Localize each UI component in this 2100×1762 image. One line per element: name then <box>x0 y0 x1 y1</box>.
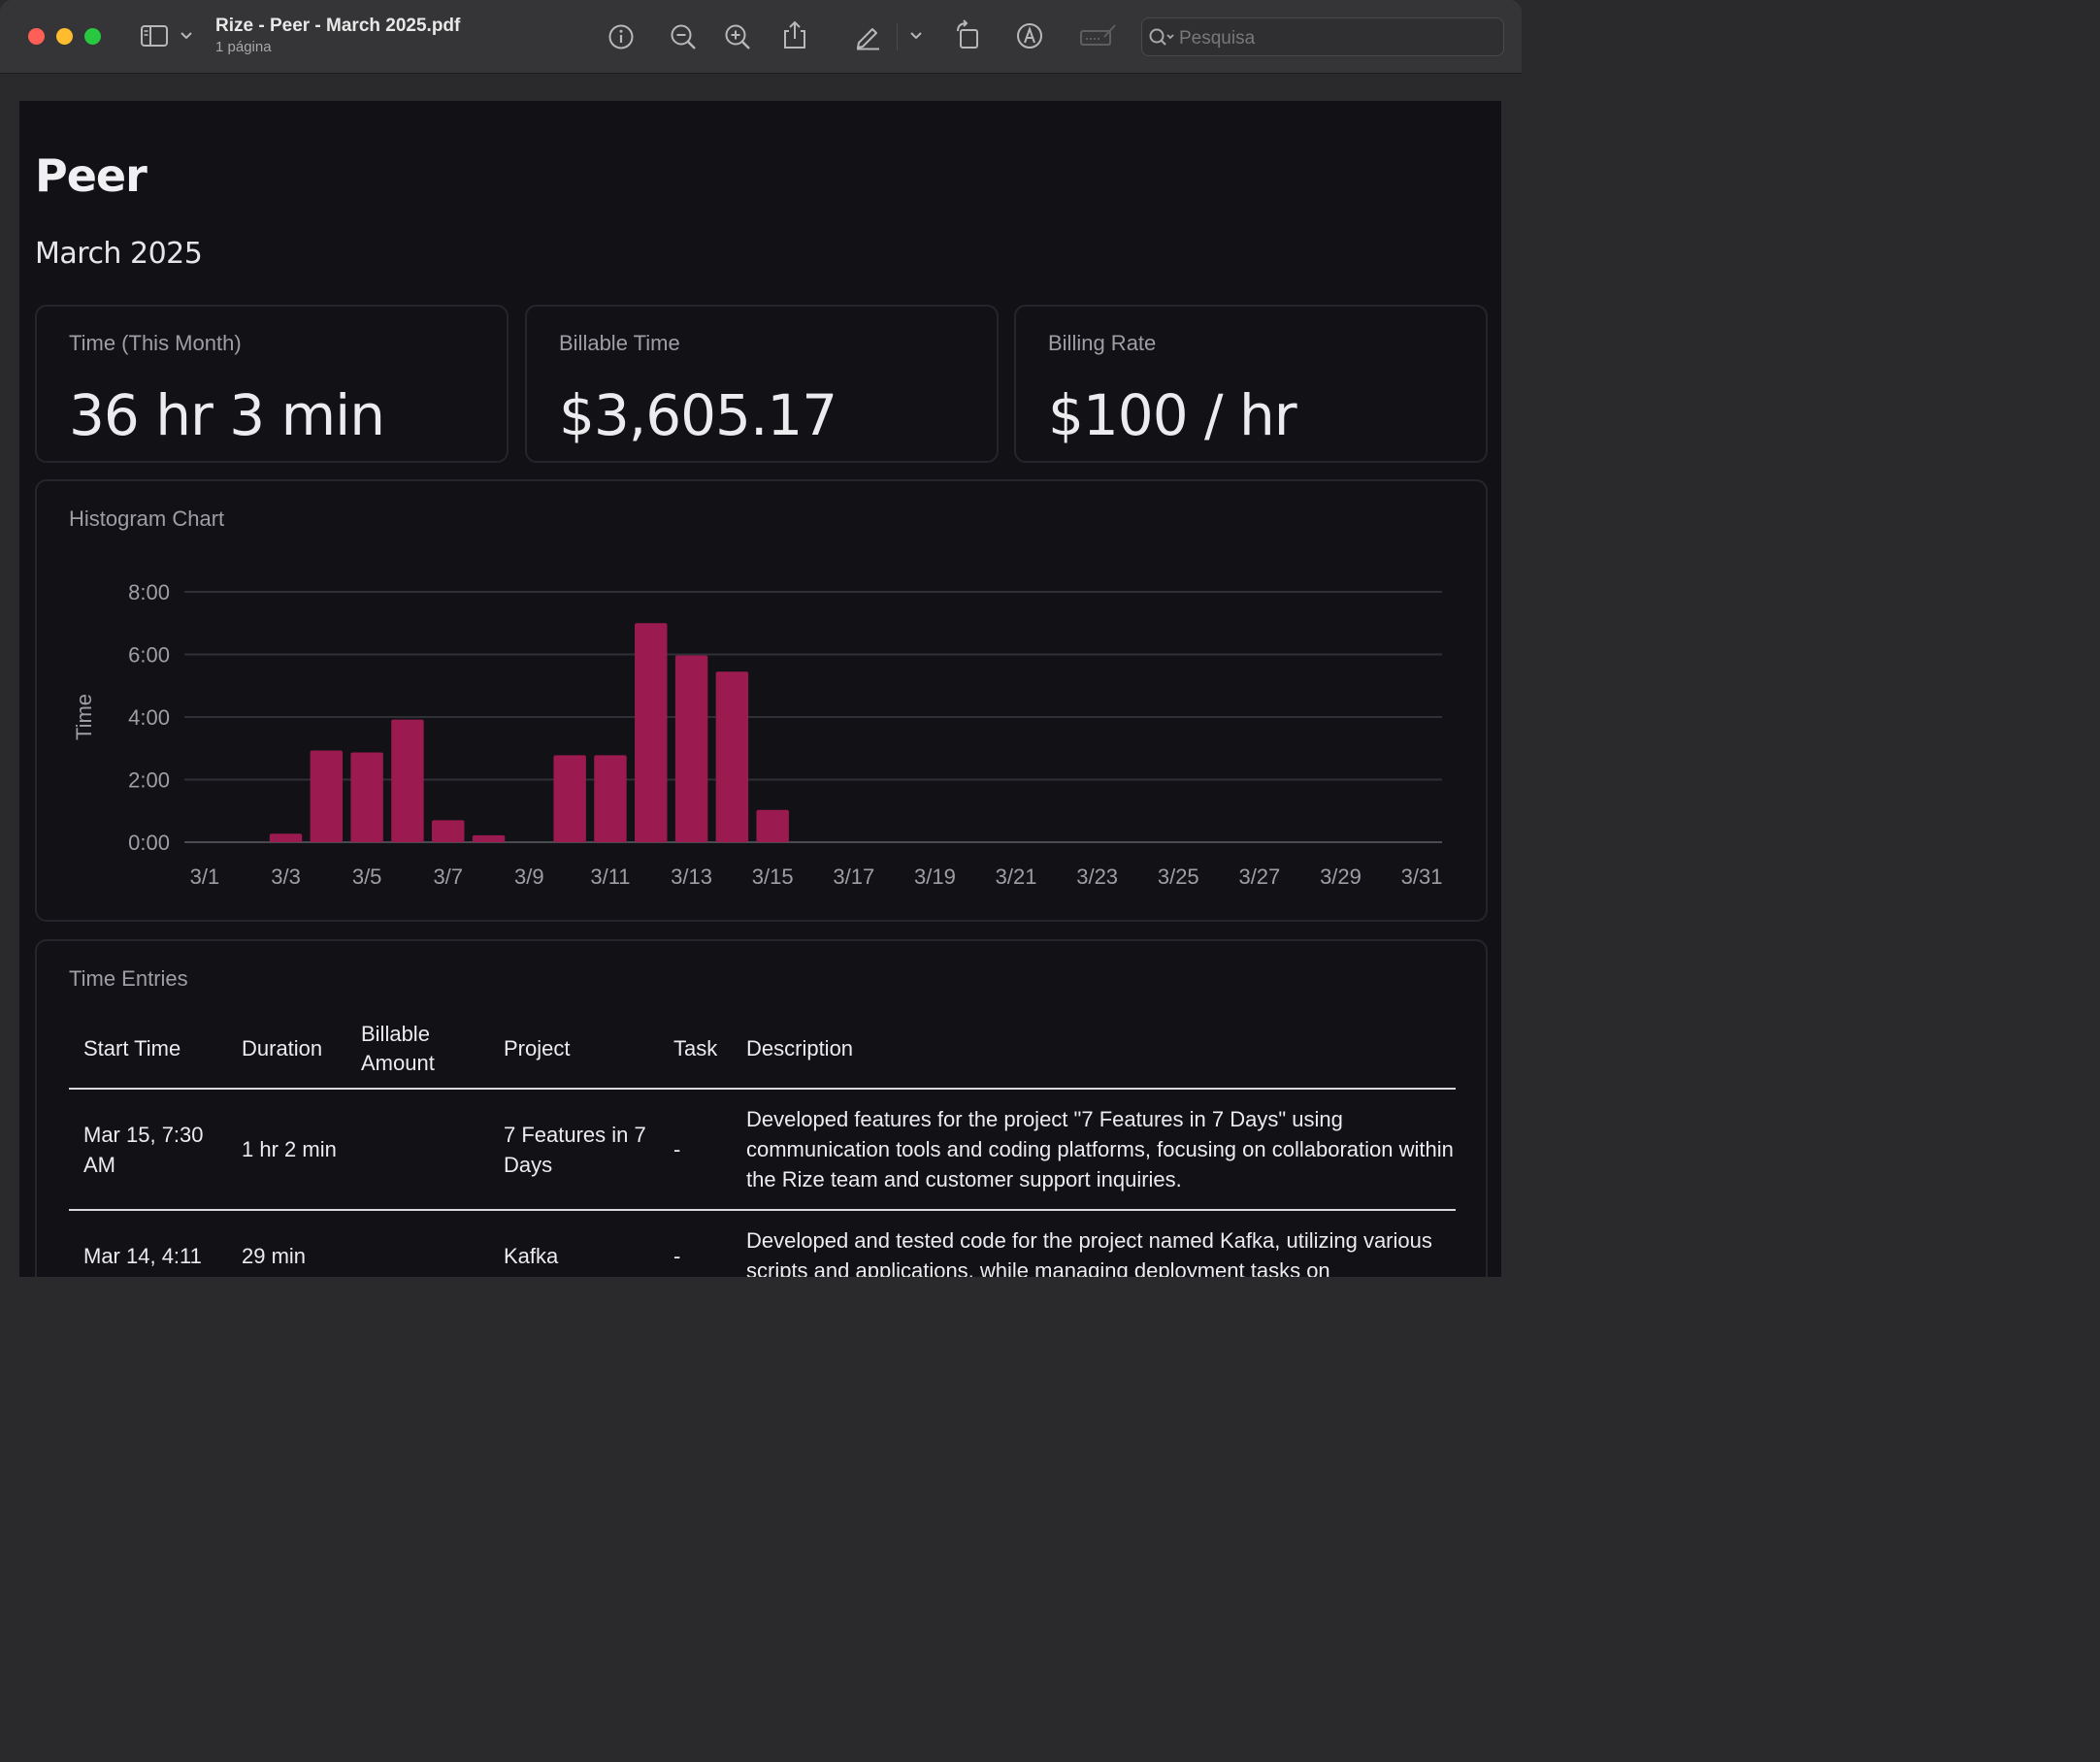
zoom-window-button[interactable] <box>84 28 101 45</box>
x-tick-label: 3/7 <box>433 865 463 889</box>
x-tick-label: 3/23 <box>1076 865 1118 889</box>
x-tick-label: 3/3 <box>271 865 301 889</box>
column-header: Start Time <box>69 1009 227 1090</box>
y-axis-label: Time <box>72 694 96 740</box>
histogram-bar <box>350 752 383 842</box>
y-tick-label: 0:00 <box>128 831 170 855</box>
pdf-page: Peer March 2025 Time (This Month) 36 hr … <box>19 101 1501 1277</box>
histogram-bar <box>594 755 627 842</box>
histogram-card: Histogram Chart 0:00 2:00 4:00 6:00 8:00 Time… <box>35 479 1488 922</box>
y-tick-label: 4:00 <box>128 705 170 730</box>
window-titlebar: Rize - Peer - March 2025.pdf 1 página Pe… <box>0 0 1522 74</box>
x-tick-label: 3/27 <box>1238 865 1280 889</box>
time-entries-card: Time Entries Start Time Duration Billabl… <box>35 939 1488 1277</box>
search-icon <box>1148 27 1177 53</box>
kpi-label: Billable Time <box>559 331 680 355</box>
x-tick-label: 3/17 <box>833 865 874 889</box>
x-tick-label: 3/13 <box>671 865 712 889</box>
cell-start-time: Mar 15, 7:30 AM <box>69 1089 227 1211</box>
x-tick-label: 3/19 <box>914 865 956 889</box>
histogram-bar <box>432 820 465 842</box>
histogram-bar <box>391 719 424 842</box>
time-entries-table: Start Time Duration Billable Amount Proj… <box>69 1009 1456 1277</box>
kpi-label: Time (This Month) <box>69 331 242 355</box>
page-count: 1 página <box>215 39 272 55</box>
rotate-icon[interactable] <box>954 19 983 50</box>
chevron-down-icon[interactable] <box>908 29 924 43</box>
document-title: Rize - Peer - March 2025.pdf <box>215 16 461 36</box>
y-tick-label: 6:00 <box>128 643 170 668</box>
x-tick-label: 3/11 <box>590 865 630 889</box>
chart-title: Histogram Chart <box>69 506 225 531</box>
column-header: Description <box>732 1009 1456 1090</box>
share-icon[interactable] <box>781 19 808 50</box>
kpi-card-time: Time (This Month) 36 hr 3 min <box>35 305 509 463</box>
y-tick-label: 2:00 <box>128 768 170 793</box>
cell-project: Kafka <box>489 1210 659 1277</box>
info-icon[interactable] <box>607 22 636 51</box>
x-tick-label: 3/9 <box>514 865 544 889</box>
cell-description: Developed and tested code for the projec… <box>732 1210 1456 1277</box>
x-tick-label: 3/25 <box>1158 865 1199 889</box>
highlight-pen-icon[interactable] <box>853 21 882 50</box>
kpi-value: $100 / hr <box>1048 382 1297 448</box>
search-placeholder: Pesquisa <box>1179 28 1256 49</box>
table-row: Mar 15, 7:30 AM 1 hr 2 min 7 Features in… <box>69 1089 1456 1211</box>
kpi-value: 36 hr 3 min <box>69 382 385 448</box>
sidebar-icon[interactable] <box>140 23 169 49</box>
column-header: Task <box>659 1009 732 1090</box>
chevron-down-icon[interactable] <box>179 29 194 43</box>
search-field[interactable]: Pesquisa <box>1141 17 1504 56</box>
histogram-bar <box>715 671 749 842</box>
x-tick-label: 3/31 <box>1401 865 1443 889</box>
x-tick-label: 3/15 <box>752 865 794 889</box>
table-header-row: Start Time Duration Billable Amount Proj… <box>69 1009 1456 1090</box>
cell-billable-amount <box>346 1210 489 1277</box>
kpi-value: $3,605.17 <box>559 382 837 448</box>
histogram-bar <box>553 755 586 842</box>
report-title: Peer <box>35 149 148 202</box>
cell-task: - <box>659 1089 732 1211</box>
histogram-bar <box>472 834 506 842</box>
column-header: Project <box>489 1009 659 1090</box>
histogram-bar <box>674 655 708 842</box>
histogram-chart: 0:00 2:00 4:00 6:00 8:00 Time 3/1 3/3 3/5 3/7 3/9 3… <box>72 580 1443 889</box>
signature-icon <box>1078 21 1117 50</box>
kpi-card-billable: Billable Time $3,605.17 <box>525 305 999 463</box>
report-period: March 2025 <box>35 237 203 271</box>
x-tick-label: 3/1 <box>190 865 220 889</box>
cell-duration: 1 hr 2 min <box>227 1089 346 1211</box>
cell-task: - <box>659 1210 732 1277</box>
histogram-bar <box>310 750 344 842</box>
zoom-in-icon[interactable] <box>723 22 752 51</box>
x-tick-label: 3/21 <box>996 865 1037 889</box>
cell-duration: 29 min <box>227 1210 346 1277</box>
entries-title: Time Entries <box>69 966 188 991</box>
column-header: Duration <box>227 1009 346 1090</box>
column-header: Billable Amount <box>346 1009 489 1090</box>
markup-icon[interactable] <box>1015 21 1044 50</box>
histogram-bar <box>756 809 789 842</box>
x-tick-label: 3/5 <box>352 865 382 889</box>
histogram-bar <box>635 623 668 842</box>
histogram-bar <box>269 833 303 842</box>
cell-description: Developed features for the project "7 Fe… <box>732 1089 1456 1211</box>
close-window-button[interactable] <box>28 28 45 45</box>
cell-billable-amount <box>346 1089 489 1211</box>
toolbar-divider <box>897 23 898 50</box>
minimize-window-button[interactable] <box>56 28 73 45</box>
y-tick-label: 8:00 <box>128 580 170 604</box>
x-tick-label: 3/29 <box>1320 865 1362 889</box>
table-row: Mar 14, 4:11 29 min Kafka - Developed an… <box>69 1210 1456 1277</box>
zoom-out-icon[interactable] <box>669 22 698 51</box>
kpi-label: Billing Rate <box>1048 331 1157 355</box>
cell-project: 7 Features in 7 Days <box>489 1089 659 1211</box>
cell-start-time: Mar 14, 4:11 <box>69 1210 227 1277</box>
kpi-card-rate: Billing Rate $100 / hr <box>1014 305 1488 463</box>
